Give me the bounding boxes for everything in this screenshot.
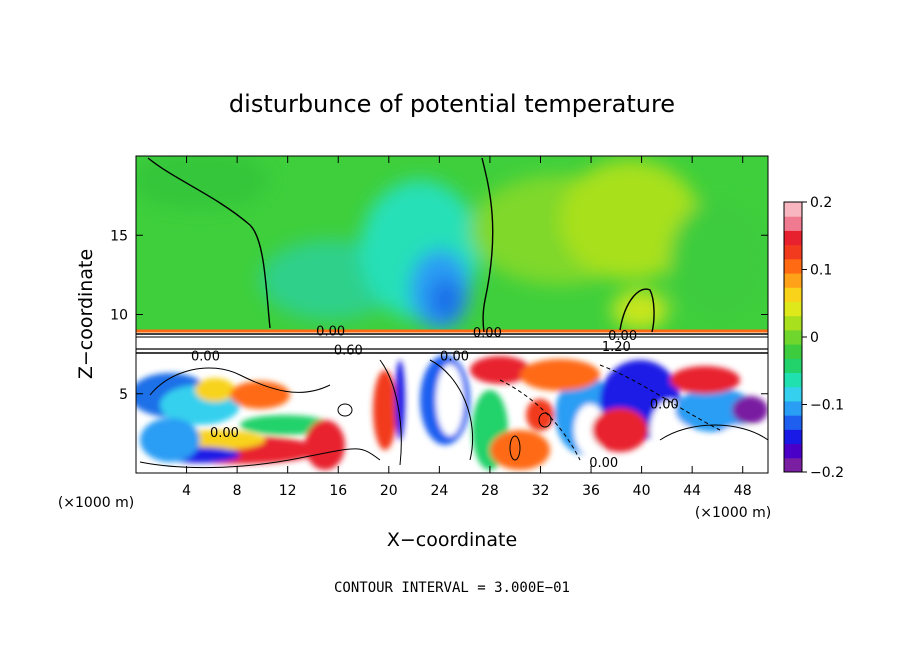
x-tick-label: 24: [430, 483, 448, 499]
colorbar-swatch: [784, 329, 802, 345]
contour-label: 0.00: [316, 324, 345, 339]
contour-label: 0.00: [608, 329, 637, 344]
x-tick-label: 28: [481, 483, 499, 499]
colorbar-swatch: [784, 372, 802, 388]
colorbar-swatch: [784, 358, 802, 374]
turbulent-patterns: [136, 355, 768, 470]
y-axis-label: Z−coordinate: [75, 249, 97, 379]
colorbar-swatch: [784, 244, 802, 260]
x-tick-label: 44: [683, 483, 701, 499]
colorbar-swatch: [784, 315, 802, 331]
y-tick-label: 5: [119, 387, 128, 403]
colorbar-tick-label: 0: [810, 330, 819, 346]
colorbar-swatch: [784, 415, 802, 430]
upper-field-patterns: [136, 156, 768, 330]
x-tick-label: 16: [329, 483, 347, 499]
colorbar-tick-label: 0.2: [810, 195, 832, 211]
x-unit-note-right: (×1000 m): [695, 505, 771, 521]
contour-label: 0.00: [589, 456, 618, 471]
x-tick-label: 12: [279, 483, 297, 499]
x-axis: 4 8 12 16 20 24 28 32 36 40 44 48: [182, 156, 752, 499]
chart-title: disturbunce of potential temperature: [229, 90, 675, 118]
contour-label: 1.20: [602, 340, 631, 355]
contour-interval-note: CONTOUR INTERVAL = 3.000E−01: [334, 580, 570, 596]
colorbar-swatch: [784, 301, 802, 317]
contour-label: 0.00: [191, 350, 220, 365]
contour-labels: 0.000.600.000.000.000.001.200.000.000.00: [191, 324, 679, 471]
contour-label: 0.00: [440, 350, 469, 365]
colorbar-swatch: [784, 216, 802, 231]
colorbar: 0.2 0.1 0 −0.1 −0.2: [783, 195, 844, 481]
x-tick-label: 20: [380, 483, 398, 499]
y-tick-label: 10: [110, 308, 128, 324]
contour-label: 0.60: [334, 343, 363, 358]
x-tick-label: 36: [582, 483, 600, 499]
colorbar-swatch: [784, 443, 802, 459]
contour-lines: [139, 359, 768, 469]
colorbar-tick-label: −0.1: [810, 398, 844, 414]
x-tick-label: 48: [734, 483, 752, 499]
colorbar-swatch: [784, 429, 802, 445]
colorbar-swatch: [784, 457, 802, 473]
x-tick-label: 4: [182, 483, 191, 499]
colorbar-swatch: [784, 230, 802, 246]
x-tick-label: 32: [532, 483, 550, 499]
colorbar-swatch: [784, 258, 802, 274]
y-tick-label: 15: [110, 228, 128, 244]
colorbar-swatch: [784, 400, 802, 416]
contour-label: 0.00: [473, 326, 502, 341]
colorbar-tick-label: −0.2: [810, 465, 844, 481]
y-axis: 5 10 15: [110, 228, 768, 403]
colorbar-swatch: [784, 202, 802, 217]
colorbar-swatch: [784, 344, 802, 359]
colorbar-swatch: [784, 386, 802, 402]
x-tick-label: 8: [233, 483, 242, 499]
colorbar-swatch: [784, 273, 802, 288]
upper-contours: [147, 157, 655, 333]
plot-area: [136, 156, 768, 473]
contour-label: 0.00: [210, 426, 239, 441]
x-tick-label: 40: [633, 483, 651, 499]
colorbar-swatch: [784, 287, 802, 302]
x-unit-note-left: (×1000 m): [58, 495, 134, 511]
contour-label: 0.00: [650, 397, 679, 412]
x-axis-label: X−coordinate: [387, 529, 517, 551]
colorbar-tick-label: 0.1: [810, 263, 832, 279]
